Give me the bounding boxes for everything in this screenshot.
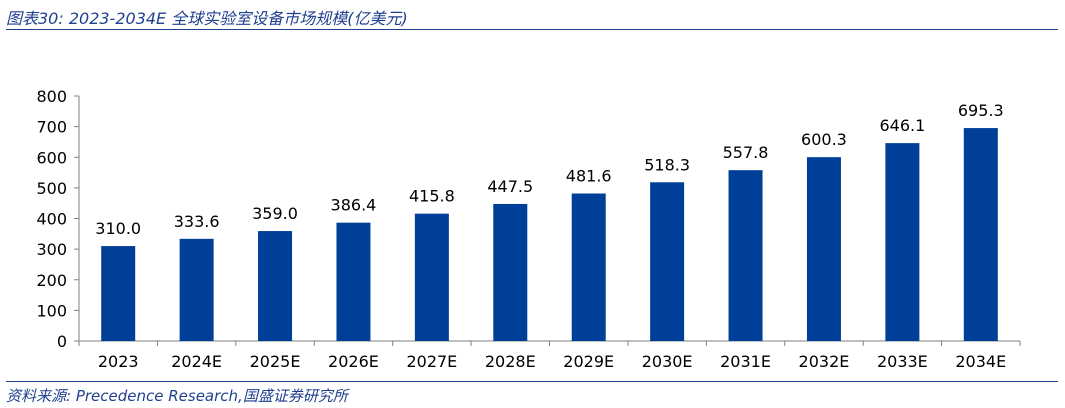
bar	[728, 170, 763, 341]
bar	[336, 222, 371, 341]
y-tick-label: 400	[36, 210, 67, 229]
figure-source: 资料来源: Precedence Research,国盛证券研究所	[6, 387, 348, 405]
x-tick-label: 2029E	[563, 352, 614, 371]
bar	[963, 128, 998, 341]
x-tick-label: 2027E	[406, 352, 457, 371]
data-labels: 310.0 333.6 359.0 386.4 415.8 447.5 481.6 518.3…	[95, 101, 1003, 238]
bar-value-label: 481.6	[566, 167, 612, 186]
bar	[258, 231, 293, 341]
y-tick-label: 0	[57, 332, 67, 351]
bar	[650, 182, 685, 341]
bar-value-label: 646.1	[879, 116, 925, 135]
bar-value-label: 695.3	[958, 101, 1004, 120]
x-tick-label: 2032E	[799, 352, 850, 371]
bar	[806, 157, 841, 341]
x-tick-label: 2028E	[485, 352, 536, 371]
x-axis: 2023 2024E 2025E 2026E 2027E 2028E 2029E 2030E 2…	[78, 340, 1021, 371]
bar-value-label: 600.3	[801, 130, 847, 149]
y-tick-label: 100	[36, 301, 67, 320]
bar	[414, 213, 449, 341]
bar-value-label: 557.8	[723, 143, 769, 162]
x-tick-label: 2031E	[720, 352, 771, 371]
x-tick-label: 2024E	[171, 352, 222, 371]
bar-value-label: 447.5	[487, 177, 533, 196]
x-tick-label: 2026E	[328, 352, 379, 371]
bar	[101, 246, 136, 341]
y-tick-label: 700	[36, 118, 67, 137]
bar-value-label: 359.0	[252, 204, 298, 223]
bar-value-label: 386.4	[331, 196, 377, 215]
x-tick-label: 2023	[98, 352, 139, 371]
x-tick-label: 2030E	[642, 352, 693, 371]
bar-series	[101, 128, 998, 341]
bar	[571, 193, 606, 341]
bar	[179, 238, 214, 341]
bar	[493, 203, 528, 341]
figure-title: 图表30: 2023-2034E 全球实验室设备市场规模(亿美元)	[6, 9, 408, 28]
y-tick-label: 300	[36, 240, 67, 259]
bar-value-label: 333.6	[174, 212, 220, 231]
x-tick-label: 2025E	[250, 352, 301, 371]
x-tick-label: 2033E	[877, 352, 928, 371]
title-divider	[6, 29, 1058, 30]
y-tick-label: 800	[36, 87, 67, 106]
x-tick-label: 2034E	[955, 352, 1006, 371]
y-tick-label: 600	[36, 148, 67, 167]
bar-value-label: 310.0	[95, 219, 141, 238]
bar-value-label: 518.3	[644, 155, 690, 174]
y-tick-label: 200	[36, 271, 67, 290]
bar	[885, 143, 920, 341]
bar-value-label: 415.8	[409, 187, 455, 206]
y-axis: 0 100 200 300 400 500 600 700 800	[36, 87, 80, 351]
y-tick-label: 500	[36, 179, 67, 198]
source-divider	[6, 381, 1058, 382]
